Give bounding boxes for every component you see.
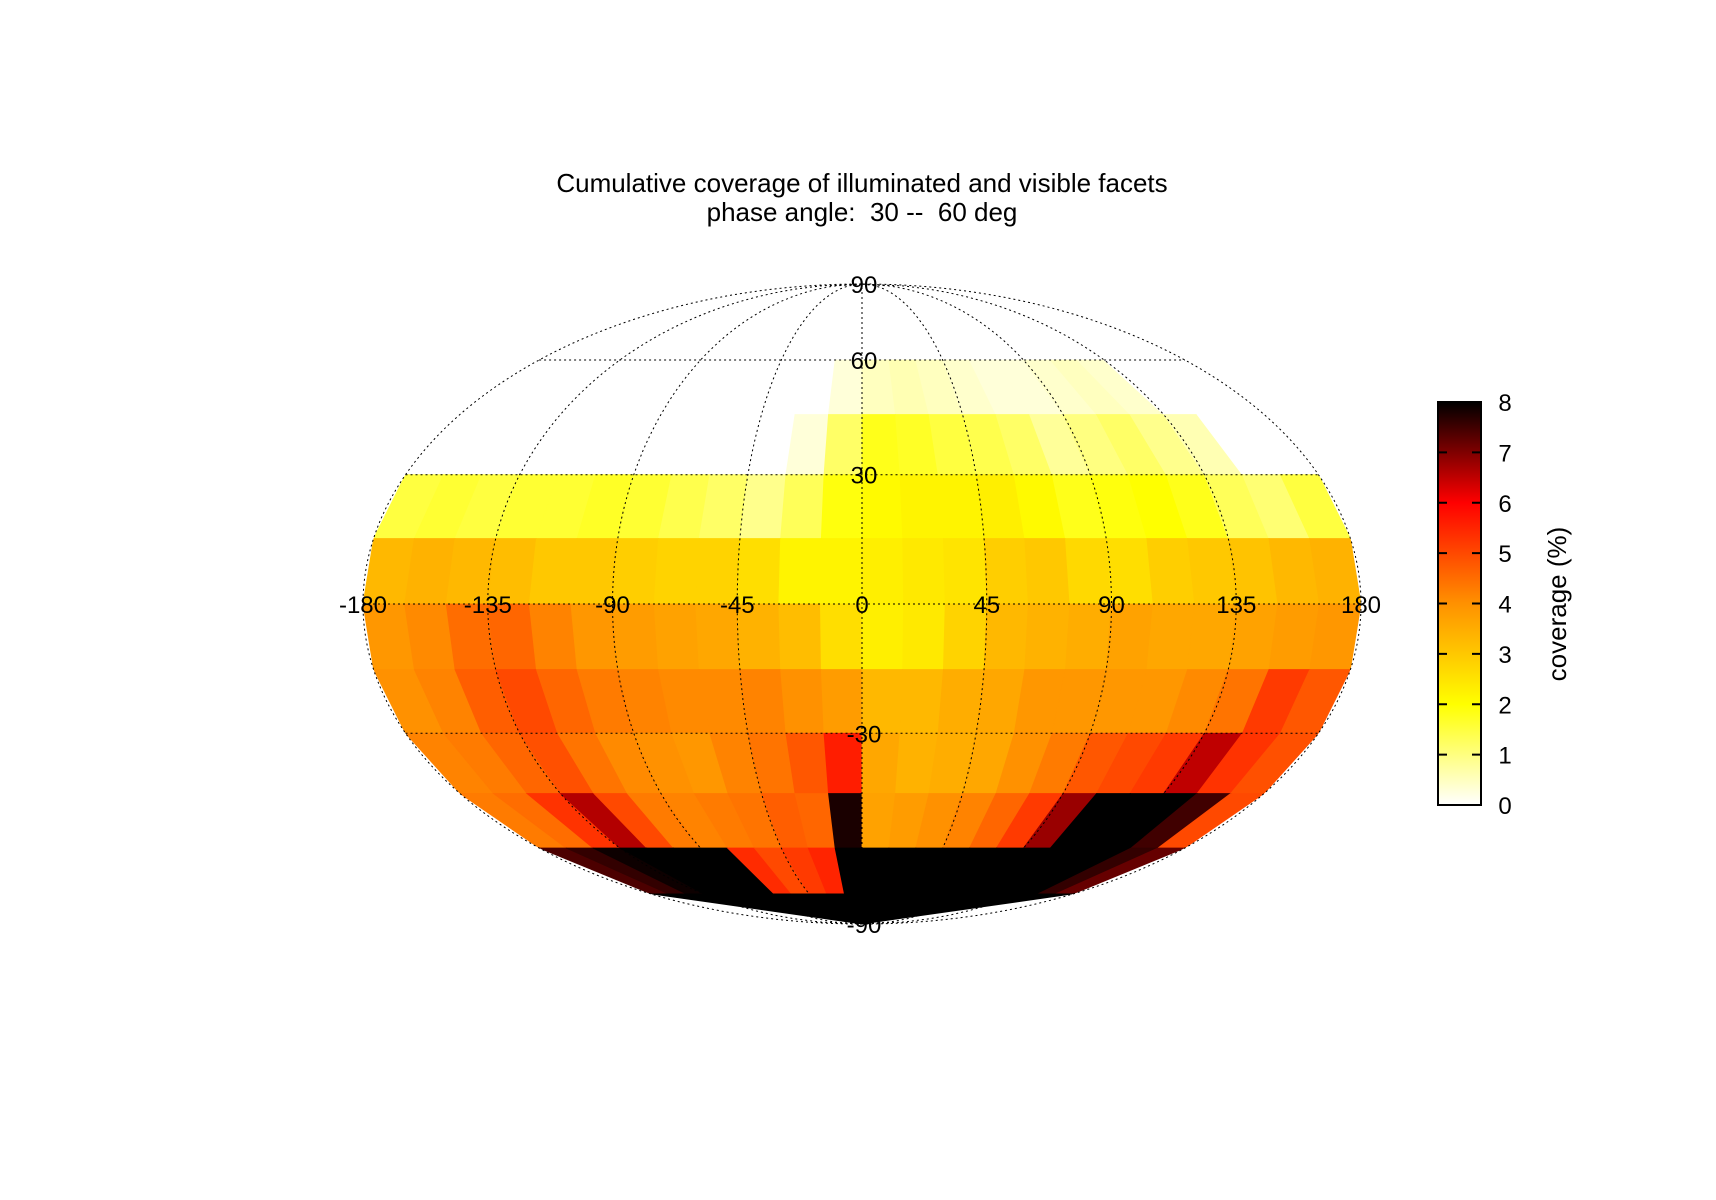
lon-tick-label: 135 bbox=[1216, 592, 1256, 619]
lon-tick-label: -90 bbox=[595, 592, 630, 619]
heatmap-cell bbox=[773, 893, 863, 924]
colorbar-tick-label: 0 bbox=[1498, 793, 1511, 820]
heatmap-cell bbox=[778, 603, 822, 670]
heatmap-cell bbox=[650, 893, 863, 924]
lon-tick-label: -180 bbox=[339, 592, 387, 619]
heatmap-cell bbox=[902, 538, 946, 605]
heatmap-cell bbox=[861, 893, 1074, 924]
lat-tick-label: 60 bbox=[851, 348, 878, 375]
heatmap-cell bbox=[1146, 603, 1196, 670]
heatmap-cell bbox=[653, 538, 700, 605]
heatmap-cell bbox=[778, 538, 822, 605]
colorbar-tick-label: 6 bbox=[1498, 491, 1511, 518]
lon-tick-label: -45 bbox=[720, 592, 755, 619]
lon-tick-label: -135 bbox=[464, 592, 512, 619]
heatmap-cell bbox=[825, 893, 863, 924]
heatmap-cell bbox=[843, 893, 863, 924]
heatmap-cell bbox=[721, 893, 863, 924]
heatmap-cell bbox=[528, 603, 578, 670]
lat-tick-label: -90 bbox=[847, 912, 882, 939]
colorbar-ticks: 0 1 2 3 4 5 6 7 8 bbox=[1438, 390, 1512, 820]
heatmap-cell bbox=[780, 669, 825, 734]
colorbar: 0 1 2 3 4 5 6 7 8 coverage (%) bbox=[1437, 390, 1572, 820]
lat-tick-label: 30 bbox=[851, 463, 878, 490]
meridian-line bbox=[861, 283, 988, 925]
heatmap-cell bbox=[807, 893, 863, 924]
heatmap-cell bbox=[902, 603, 946, 670]
meridian-line bbox=[736, 283, 863, 925]
heatmap-cell bbox=[791, 893, 863, 924]
lat-tick-label: -30 bbox=[847, 721, 882, 748]
lon-tick-label: 45 bbox=[973, 592, 1000, 619]
heatmap-cell bbox=[738, 893, 863, 924]
heatmap-cell bbox=[703, 893, 863, 924]
heatmap-cell bbox=[1146, 538, 1196, 605]
meridian-line bbox=[487, 283, 863, 925]
colorbar-tick-label: 8 bbox=[1498, 390, 1511, 417]
heatmap-cell bbox=[756, 893, 863, 924]
colorbar-tick-label: 4 bbox=[1498, 592, 1511, 619]
heatmap-cell bbox=[1024, 538, 1071, 605]
heatmap-cell bbox=[528, 538, 578, 605]
lon-tick-label: 180 bbox=[1341, 592, 1381, 619]
colorbar-tick-label: 7 bbox=[1498, 440, 1511, 467]
coverage-heatmap bbox=[363, 284, 1361, 924]
colorbar-tick-label: 2 bbox=[1498, 692, 1511, 719]
lon-tick-label: 0 bbox=[855, 592, 868, 619]
heatmap-cell bbox=[780, 474, 825, 539]
heatmap-cell bbox=[685, 893, 863, 924]
lat-tick-label: 90 bbox=[851, 272, 878, 299]
heatmap-cell bbox=[899, 474, 944, 539]
axis-tick-labels: -180 -135 -90 -45 0 45 90 135 180 90 60 30 -30 -90 bbox=[339, 272, 1381, 939]
heatmap-cell bbox=[653, 603, 700, 670]
meridian-line bbox=[861, 283, 1237, 925]
lon-tick-label: 90 bbox=[1098, 592, 1125, 619]
graticule bbox=[362, 283, 1362, 925]
heatmap-cell bbox=[899, 669, 944, 734]
colorbar-tick-label: 1 bbox=[1498, 743, 1511, 770]
chart-title: Cumulative coverage of illuminated and v… bbox=[556, 168, 1167, 198]
chart-subtitle: phase angle: 30 -- 60 deg bbox=[707, 197, 1018, 227]
heatmap-cell bbox=[1024, 603, 1071, 670]
colorbar-label: coverage (%) bbox=[1542, 527, 1572, 682]
heatmap-cell bbox=[668, 893, 863, 924]
colorbar-tick-label: 3 bbox=[1498, 642, 1511, 669]
colorbar-tick-label: 5 bbox=[1498, 541, 1511, 568]
